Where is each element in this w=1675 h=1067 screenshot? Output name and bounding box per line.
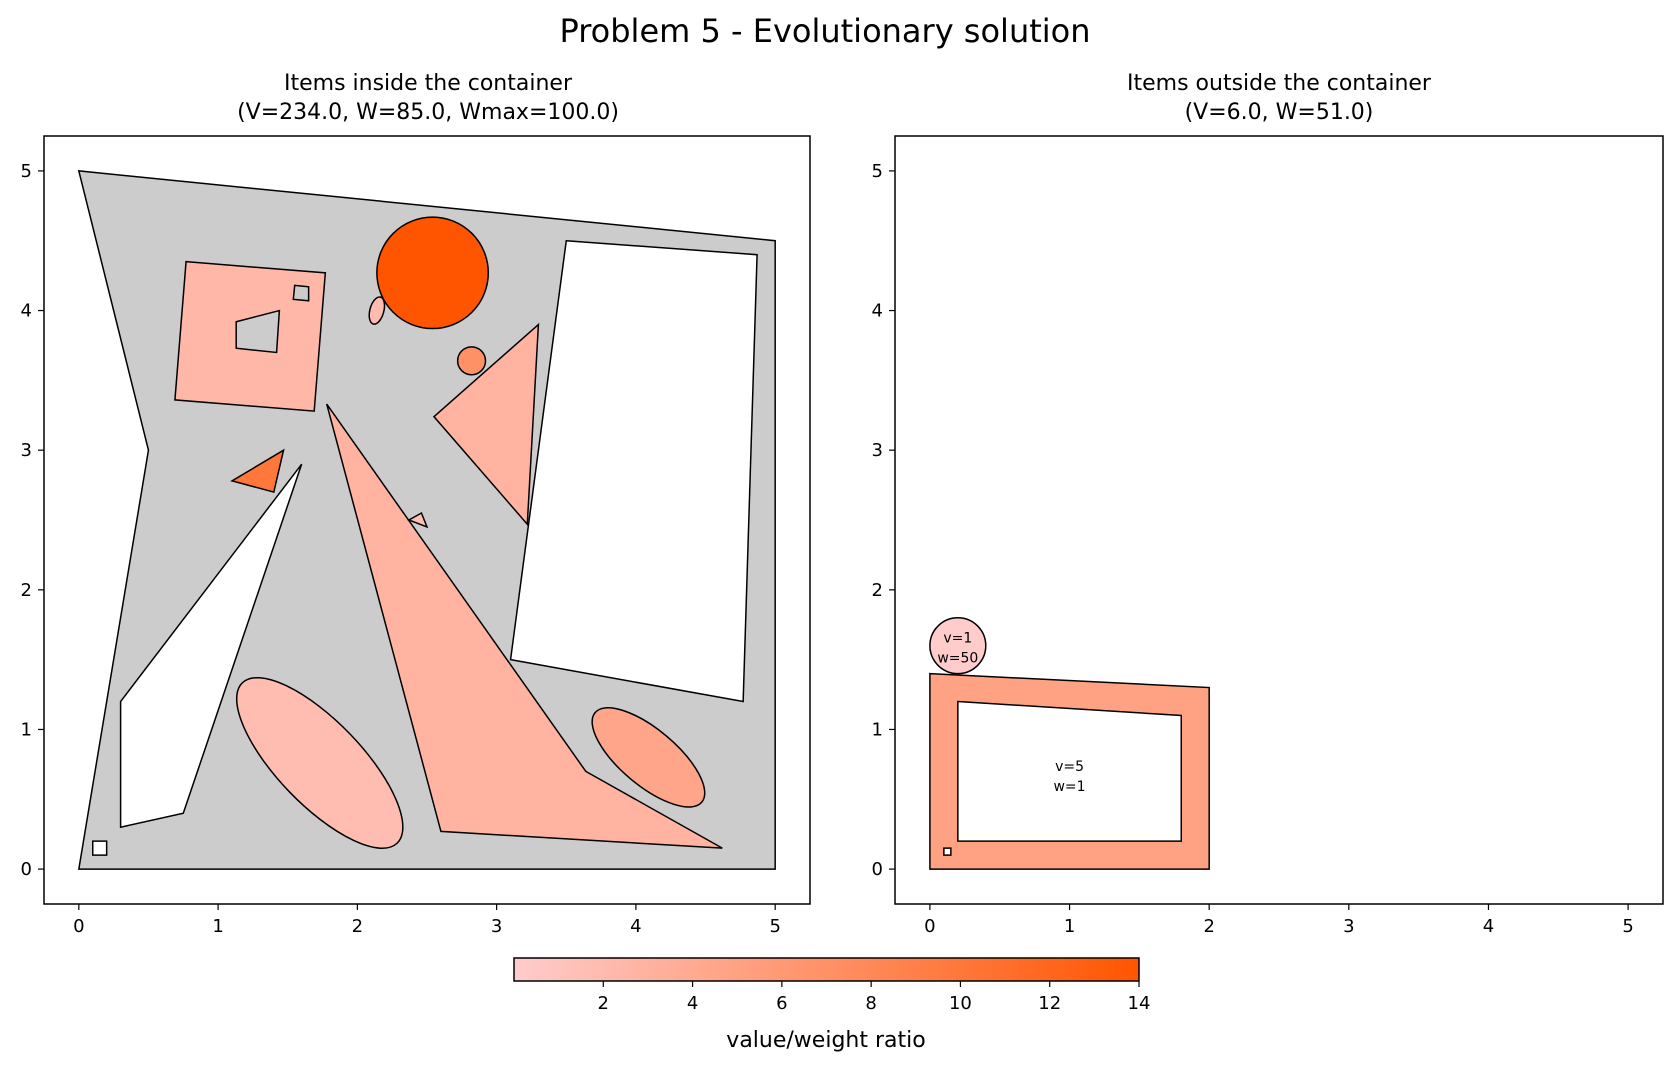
panel-outside-title-line2: (V=6.0, W=51.0)	[1185, 100, 1374, 125]
x-tick-label: 3	[491, 916, 502, 937]
item-label-value: v=1	[943, 631, 972, 647]
item-polygon	[174, 260, 327, 412]
x-tick-label: 5	[769, 916, 780, 937]
y-tick-label: 5	[872, 161, 883, 182]
item-ellipse	[368, 296, 386, 325]
colorbar-tick-label: 6	[776, 993, 787, 1014]
y-tick-label: 0	[21, 859, 32, 880]
colorbar-tick-label: 14	[1128, 993, 1151, 1014]
x-tick-label: 0	[924, 916, 935, 937]
item-polygon	[432, 322, 540, 527]
colorbar-tick-label: 10	[949, 993, 972, 1014]
colorbar-tick-label: 12	[1038, 993, 1061, 1014]
x-tick-label: 4	[1483, 916, 1494, 937]
x-tick-label: 0	[73, 916, 84, 937]
y-tick-label: 0	[872, 859, 883, 880]
y-tick-label: 3	[872, 440, 883, 461]
y-tick-label: 4	[872, 301, 883, 322]
item-polygon	[407, 511, 429, 529]
item-ellipse	[235, 676, 404, 849]
axes-frame	[894, 135, 1664, 905]
x-tick-label: 2	[1203, 916, 1214, 937]
y-tick-label: 2	[21, 580, 32, 601]
item-circle	[929, 616, 987, 675]
panel-inside-title-line2: (V=234.0, W=85.0, Wmax=100.0)	[237, 100, 619, 125]
colorbar-gradient	[513, 957, 1140, 982]
x-tick-label: 4	[630, 916, 641, 937]
axes-frame	[43, 135, 811, 905]
item-polygon	[325, 403, 723, 849]
item-circle	[376, 216, 490, 330]
x-tick-label: 5	[1622, 916, 1633, 937]
y-tick-label: 1	[21, 719, 32, 740]
plot-area-inside: 0 1 2 3 4 5 0 1 2 3 4 5	[21, 135, 811, 937]
x-tick-label: 1	[1064, 916, 1075, 937]
item-label-weight: w=1	[1053, 779, 1085, 795]
x-tick-label: 3	[1343, 916, 1354, 937]
item-ellipse	[591, 707, 706, 808]
y-tick-label: 2	[872, 580, 883, 601]
y-tick-label: 4	[21, 301, 32, 322]
item-polygon	[230, 448, 285, 493]
panel-inside-title-line1: Items inside the container	[284, 71, 573, 96]
item-label-value: v=5	[1055, 759, 1084, 775]
y-tick-label: 5	[21, 161, 32, 182]
panel-inside: Items inside the container (V=234.0, W=8…	[21, 71, 811, 937]
x-tick-label: 1	[212, 916, 223, 937]
panel-outside-title-line1: Items outside the container	[1127, 71, 1432, 96]
colorbar-tick-label: 2	[598, 993, 609, 1014]
colorbar: 2 4 6 8 10 12 14 value/weight ratio	[513, 957, 1151, 1053]
colorbar-tick-label: 8	[865, 993, 876, 1014]
y-tick-label: 3	[21, 440, 32, 461]
item-label-weight: w=50	[937, 651, 978, 667]
colorbar-tick-label: 4	[687, 993, 698, 1014]
item-circle	[456, 346, 487, 376]
colorbar-label: value/weight ratio	[726, 1028, 925, 1053]
y-tick-label: 1	[872, 719, 883, 740]
plot-area-outside: v=1 w=50 v=5 w=1 0 1 2 3 4 5 0 1 2 3 4 5	[872, 135, 1664, 937]
item-polygon	[929, 672, 1210, 870]
figure-title: Problem 5 - Evolutionary solution	[559, 12, 1090, 50]
panel-outside: Items outside the container (V=6.0, W=51…	[872, 71, 1664, 937]
colorbar-ticks: 2 4 6 8 10 12 14	[598, 981, 1151, 1014]
x-tick-label: 2	[352, 916, 363, 937]
